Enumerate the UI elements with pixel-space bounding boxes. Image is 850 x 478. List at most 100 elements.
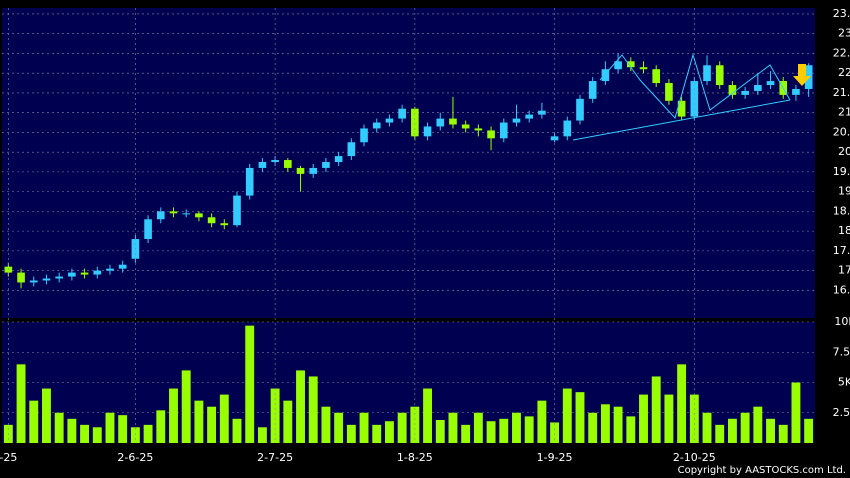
volume-bar bbox=[42, 388, 51, 443]
candle-body bbox=[245, 167, 254, 196]
candle-body bbox=[754, 85, 762, 91]
candle-body bbox=[347, 142, 356, 157]
volume-bar bbox=[270, 388, 280, 443]
marks: 16.5 17 17.5 18 18.5 19 19.5 20 20.5 21 21.5 22 22.5… bbox=[0, 7, 850, 464]
candle-body bbox=[334, 156, 343, 163]
candle-body bbox=[423, 126, 432, 137]
volume-bar bbox=[461, 424, 471, 443]
volume-bar bbox=[575, 392, 585, 443]
volume-bar bbox=[639, 394, 648, 443]
volume-bar bbox=[537, 400, 547, 443]
candle-body bbox=[360, 128, 368, 143]
volume-bar bbox=[219, 394, 229, 443]
volume-bar bbox=[677, 364, 687, 443]
y-tick-label: 21 bbox=[838, 106, 850, 119]
candle-body bbox=[322, 162, 330, 168]
candle-body bbox=[169, 211, 178, 214]
candle-body bbox=[284, 160, 292, 168]
y-tick-label: 20 bbox=[838, 145, 850, 158]
candle-body bbox=[461, 124, 470, 129]
volume-bar bbox=[613, 406, 623, 443]
volume-bar bbox=[384, 421, 394, 443]
candle-body bbox=[296, 167, 305, 174]
candle-body bbox=[499, 122, 508, 139]
copyright: Copyright by AASTOCKS.com Ltd. bbox=[678, 465, 846, 476]
y-tick-label: 17 bbox=[838, 264, 850, 277]
volume-bar bbox=[130, 427, 140, 443]
x-tick-label: 2-7-25 bbox=[257, 451, 293, 464]
candle-body bbox=[766, 81, 775, 86]
candle-body bbox=[588, 81, 597, 99]
y-tick-label: 7.5K bbox=[833, 345, 850, 358]
candle-body bbox=[563, 120, 572, 137]
candle-body bbox=[233, 195, 241, 226]
volume-bar bbox=[80, 424, 90, 443]
candle-body bbox=[576, 98, 584, 121]
candle-body bbox=[512, 118, 521, 123]
volume-bar bbox=[423, 388, 433, 443]
volume-bar bbox=[54, 412, 64, 443]
volume-bar bbox=[118, 415, 128, 443]
volume-bar bbox=[16, 364, 26, 443]
x-tick-label: 1-8-25 bbox=[397, 451, 433, 464]
volume-bar bbox=[372, 424, 382, 443]
signal-arrow bbox=[793, 64, 811, 86]
candle-body bbox=[309, 167, 318, 174]
candle-body bbox=[792, 88, 800, 95]
y-tick-label: 18 bbox=[838, 224, 850, 237]
volume-bar bbox=[283, 400, 293, 443]
volume-bar bbox=[778, 424, 788, 443]
candle-body bbox=[156, 211, 165, 220]
candle-body bbox=[626, 61, 635, 68]
trend-line bbox=[572, 99, 791, 141]
candle-body bbox=[474, 128, 483, 131]
y-tick-label: 22 bbox=[838, 66, 850, 79]
candle-body bbox=[728, 85, 737, 95]
candle-body bbox=[271, 160, 279, 163]
volume-bar bbox=[702, 412, 712, 443]
volume-bar bbox=[512, 412, 521, 443]
candle-body bbox=[118, 264, 127, 269]
y-tick-label: 17.5 bbox=[833, 244, 850, 257]
y-tick-label: 19.5 bbox=[833, 165, 850, 178]
volume-bar bbox=[766, 418, 775, 443]
candle-body bbox=[538, 110, 546, 115]
x-tick-label: 2-10-25 bbox=[673, 451, 716, 464]
candle-body bbox=[525, 114, 533, 119]
volume-bar bbox=[664, 394, 674, 443]
candle-body bbox=[436, 118, 445, 127]
volume-bar bbox=[435, 420, 445, 443]
candle-body bbox=[677, 100, 686, 117]
volume-bar bbox=[753, 406, 763, 443]
volume-bar bbox=[194, 400, 204, 443]
volume-bar bbox=[308, 376, 318, 443]
volume-bar bbox=[359, 412, 369, 443]
volume-bar bbox=[448, 412, 458, 443]
volume-bar bbox=[397, 412, 407, 443]
candle-body bbox=[665, 83, 673, 101]
volume-bar bbox=[232, 418, 242, 443]
candle-body bbox=[17, 272, 25, 283]
x-tick-label: 1-9-25 bbox=[537, 451, 573, 464]
candle-body bbox=[80, 272, 89, 275]
volume-bar bbox=[92, 427, 102, 443]
candle-body bbox=[220, 223, 229, 226]
y-tick-label: 19 bbox=[838, 185, 850, 198]
volume-bar bbox=[727, 418, 737, 443]
candle-body bbox=[182, 213, 191, 215]
candle-body bbox=[372, 122, 381, 129]
volume-bar bbox=[740, 412, 750, 443]
volume-bar bbox=[67, 418, 77, 443]
candle-body bbox=[29, 280, 38, 283]
volume-bar bbox=[791, 382, 801, 443]
volume-bar bbox=[550, 422, 560, 443]
y-tick-label: 20.5 bbox=[833, 125, 850, 138]
candle-body bbox=[385, 118, 394, 123]
candle-body bbox=[411, 108, 419, 137]
candle-body bbox=[106, 268, 114, 271]
candle-body bbox=[614, 61, 622, 70]
x-tick-label: 2-6-25 bbox=[117, 451, 153, 464]
candle-body bbox=[449, 118, 457, 125]
candle-body bbox=[55, 276, 63, 279]
